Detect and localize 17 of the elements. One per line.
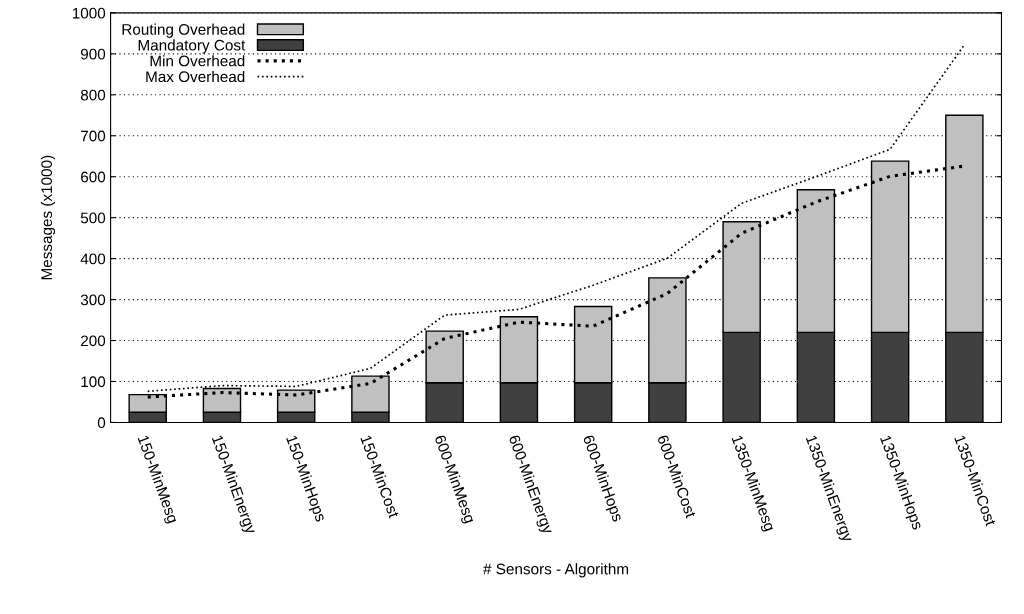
y-tick-label: 400 bbox=[80, 253, 106, 265]
y-tick-label: 1000 bbox=[72, 7, 106, 19]
y-tick-label: 300 bbox=[80, 294, 106, 306]
legend-label: Routing Overhead bbox=[122, 23, 245, 38]
legend-label: Mandatory Cost bbox=[138, 39, 246, 54]
y-tick-label: 0 bbox=[97, 417, 106, 429]
legend-label: Min Overhead bbox=[150, 55, 245, 67]
y-tick-label: 600 bbox=[81, 171, 106, 183]
y-tick-label: 100 bbox=[81, 376, 106, 388]
x-axis-title: # Sensors - Algorithm bbox=[483, 563, 629, 578]
y-tick-label: 500 bbox=[80, 212, 106, 224]
y-tick-label: 800 bbox=[80, 89, 106, 101]
y-tick-label: 700 bbox=[81, 130, 106, 142]
y-tick-label: 900 bbox=[80, 48, 106, 60]
y-tick-label: 200 bbox=[81, 335, 106, 347]
y-axis-title: Messages (x1000) bbox=[40, 155, 56, 280]
legend-label: Max Overhead bbox=[146, 70, 245, 83]
